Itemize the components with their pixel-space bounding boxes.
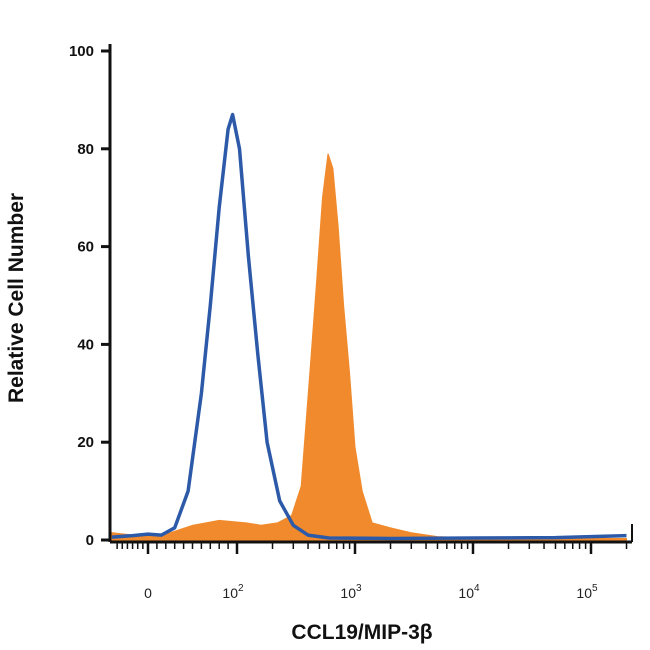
x-tick-label: 103 — [340, 583, 362, 601]
x-tick-label: 102 — [222, 583, 244, 601]
y-tick-label: 80 — [77, 141, 94, 158]
y-tick-label: 40 — [77, 336, 94, 353]
x-tick-label-exponent: 4 — [474, 583, 480, 594]
axes — [108, 44, 633, 544]
x-axis-title: CCL19/MIP-3β — [291, 621, 432, 644]
x-tick-label-exponent: 2 — [238, 583, 244, 594]
x-tick-label-exponent: 3 — [356, 583, 362, 594]
x-tick-label-base: 10 — [576, 585, 592, 601]
x-tick-label: 104 — [458, 583, 480, 601]
y-tick-label: 60 — [77, 239, 94, 256]
x-tick-label-base: 10 — [222, 585, 238, 601]
x-tick-label-exponent: 5 — [592, 583, 598, 594]
y-axis-title: Relative Cell Number — [5, 193, 28, 403]
y-tick-label: 100 — [69, 43, 94, 60]
x-tick-label-base: 10 — [340, 585, 356, 601]
x-axis-ticks: 0 102 103 104 105 — [116, 542, 628, 601]
y-axis-ticks: 0 20 40 60 80 100 — [69, 43, 110, 549]
outline-histogram-layer — [111, 112, 627, 541]
outline-histogram-series — [111, 112, 627, 541]
x-tick-label: 105 — [576, 583, 598, 601]
y-tick-label: 0 — [86, 532, 94, 549]
x-tick-label: 0 — [144, 585, 152, 601]
x-tick-label-base: 10 — [458, 585, 474, 601]
y-tick-label: 20 — [77, 434, 94, 451]
x-tick-label-base: 0 — [144, 585, 152, 601]
